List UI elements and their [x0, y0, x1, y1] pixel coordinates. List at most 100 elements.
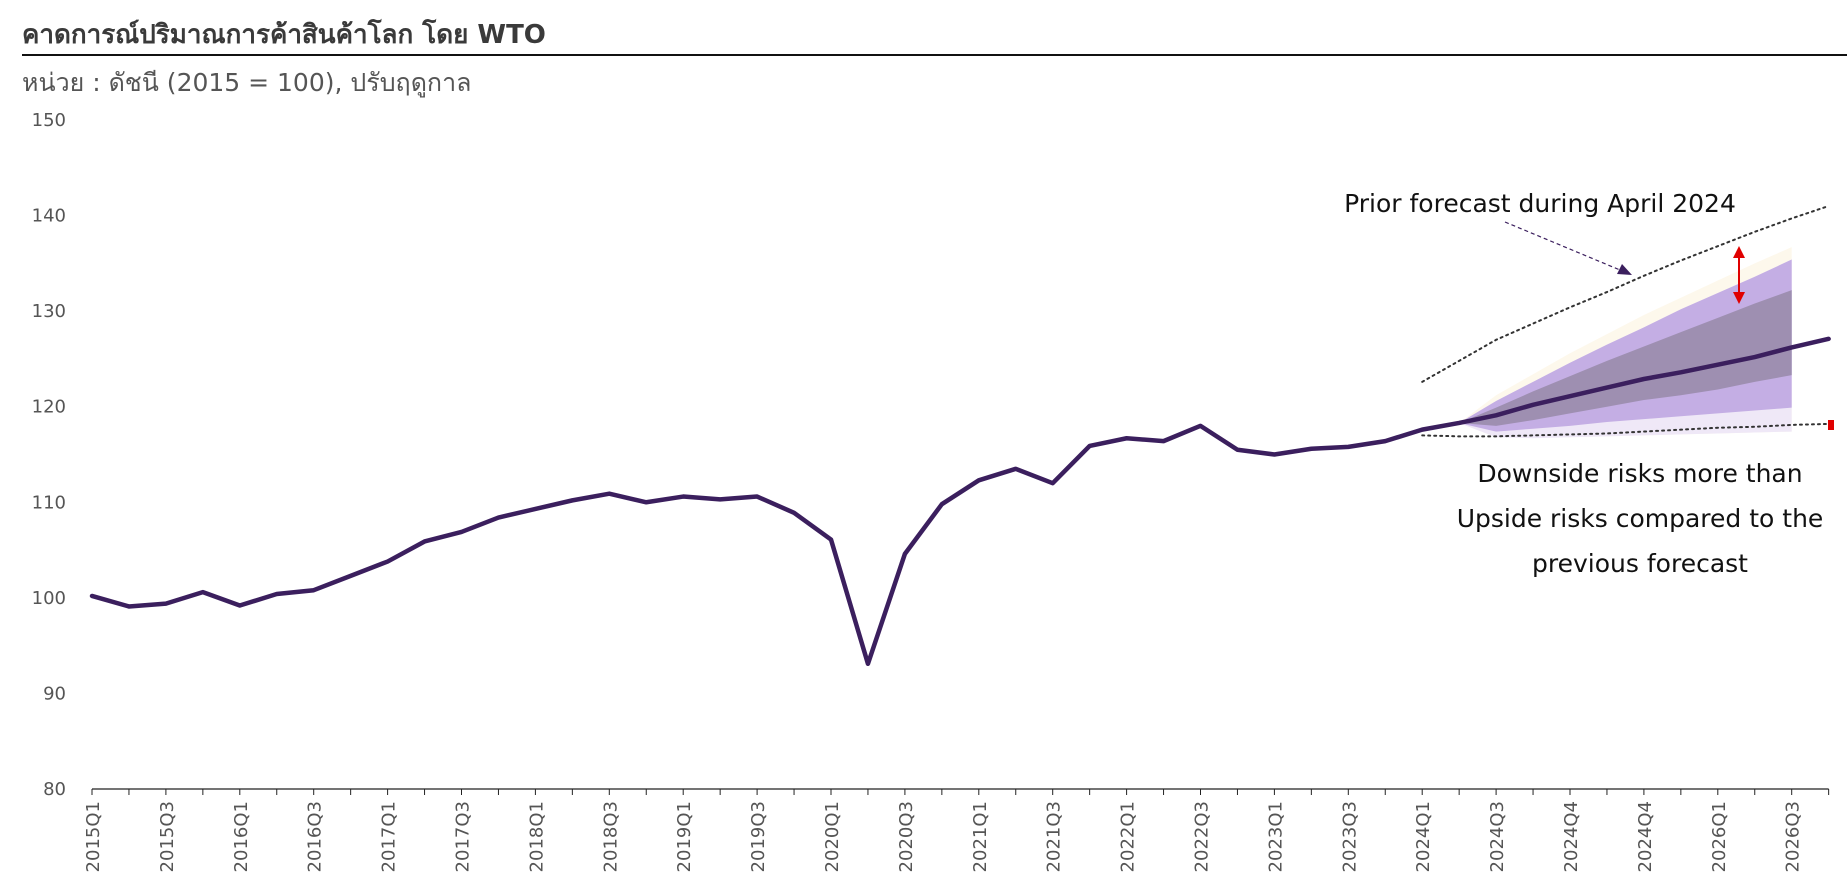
x-tick-label: 2018Q3	[600, 801, 621, 872]
forecast-fan-bands	[1459, 247, 1792, 439]
x-tick-label: 2024Q3	[1487, 801, 1508, 872]
series-point	[423, 539, 427, 543]
series-point	[496, 516, 500, 520]
series-point	[1679, 370, 1683, 374]
x-tick-label: 2017Q1	[379, 801, 400, 872]
x-tick-label: 2024Q4	[1561, 801, 1582, 872]
series-point	[718, 497, 722, 501]
x-tick-label: 2017Q3	[453, 801, 474, 872]
series-point	[1162, 439, 1166, 443]
series-point	[1568, 394, 1572, 398]
series-point	[1088, 444, 1092, 448]
y-tick-label: 90	[43, 683, 66, 704]
y-tick-label: 140	[32, 206, 66, 227]
risk-annotation-line-1: Downside risks more than	[1477, 459, 1802, 488]
x-tick-label: 2024Q1	[1413, 801, 1434, 872]
risk-annotation-line-2: Upside risks compared to the	[1457, 504, 1824, 533]
series-point	[164, 602, 168, 606]
x-tick-label: 2019Q1	[674, 801, 695, 872]
x-tick-label: 2015Q1	[83, 801, 104, 872]
series-point	[681, 495, 685, 499]
downside-gap-marker	[1828, 420, 1834, 430]
series-point	[1199, 424, 1202, 428]
series-point	[1051, 481, 1055, 485]
series-point	[903, 552, 907, 556]
y-tick-label: 150	[32, 110, 66, 131]
series-point	[238, 604, 242, 608]
series-point	[1457, 421, 1461, 425]
series-point	[1125, 436, 1129, 440]
series-point	[349, 574, 353, 578]
x-tick-label: 2016Q1	[231, 801, 252, 872]
series-point	[1605, 386, 1609, 390]
y-tick-label: 120	[32, 397, 66, 418]
series-point	[829, 538, 833, 542]
series-point	[533, 507, 537, 511]
title-divider	[22, 54, 1847, 56]
y-tick-label: 130	[32, 301, 66, 322]
chart-title: คาดการณ์ปริมาณการค้าสินค้าโลก โดย WTO	[22, 20, 546, 50]
x-tick-label: 2026Q3	[1783, 801, 1804, 872]
x-tick-label: 2024Q4	[1635, 801, 1656, 872]
series-point	[792, 511, 796, 515]
prior-forecast-lines	[1421, 205, 1830, 438]
prior-forecast-label: Prior forecast during April 2024	[1344, 189, 1736, 218]
x-tick-label: 2026Q1	[1709, 801, 1730, 872]
series-point	[1420, 428, 1424, 432]
series-point	[1827, 337, 1831, 341]
x-tick-label: 2018Q1	[526, 801, 547, 872]
series-point	[275, 592, 279, 596]
prior-forecast-arrowhead	[1617, 264, 1632, 275]
series-point	[1790, 345, 1794, 349]
series-point	[977, 478, 981, 482]
prior-forecast-arrow	[1504, 221, 1621, 271]
series-point	[1716, 363, 1720, 367]
series-point	[755, 495, 759, 499]
series-point	[1642, 377, 1646, 381]
series-line-0	[89, 336, 1831, 667]
x-tick-label: 2021Q1	[970, 801, 991, 872]
x-tick-label: 2020Q1	[822, 801, 843, 872]
series-point	[1346, 445, 1350, 449]
risk-annotation-line-3: previous forecast	[1532, 549, 1748, 578]
x-tick-label: 2020Q3	[896, 801, 917, 872]
x-tick-label: 2021Q3	[1044, 801, 1065, 872]
series-point	[1014, 467, 1018, 471]
series-point	[201, 590, 205, 594]
chart-subtitle: หน่วย : ดัชนี (2015 = 100), ปรับฤดูกาล	[22, 68, 472, 97]
series-point	[866, 662, 870, 666]
series-point	[386, 560, 390, 564]
series-point	[940, 502, 944, 506]
upside-gap-arrowhead-down	[1733, 292, 1745, 304]
x-tick-label: 2022Q3	[1192, 801, 1213, 872]
x-tick-label: 2023Q1	[1265, 801, 1286, 872]
series-point	[1235, 448, 1239, 452]
series-point	[644, 500, 648, 504]
trade-volume-line	[89, 336, 1831, 667]
series-point	[1494, 413, 1498, 417]
y-tick-label: 80	[43, 779, 66, 800]
x-tick-label: 2023Q3	[1339, 801, 1360, 872]
annotations: Prior forecast during April 2024 Downsid…	[1344, 189, 1834, 578]
series-point	[1309, 447, 1313, 451]
series-point	[607, 492, 611, 496]
upside-gap-arrowhead-up	[1733, 246, 1745, 258]
series-point	[127, 604, 131, 608]
series-point	[90, 594, 94, 598]
series-point	[1753, 355, 1757, 359]
axes: 80 90 100 110 120 130 140 150 2015Q1 2015Q3 2016Q1…	[32, 110, 1830, 872]
series-point	[1531, 403, 1535, 407]
x-tick-label: 2015Q3	[157, 801, 178, 872]
prior-forecast-upper-line	[1421, 205, 1830, 383]
y-tick-label: 100	[32, 588, 66, 609]
series-point	[570, 498, 574, 502]
series-point	[312, 588, 316, 592]
forecast-band-3	[1459, 290, 1792, 426]
x-tick-label: 2016Q3	[305, 801, 326, 872]
series-point	[1383, 439, 1387, 443]
y-tick-label: 110	[32, 492, 66, 513]
series-point	[1272, 453, 1276, 456]
x-tick-label: 2022Q1	[1118, 801, 1139, 872]
x-tick-label: 2019Q3	[748, 801, 769, 872]
